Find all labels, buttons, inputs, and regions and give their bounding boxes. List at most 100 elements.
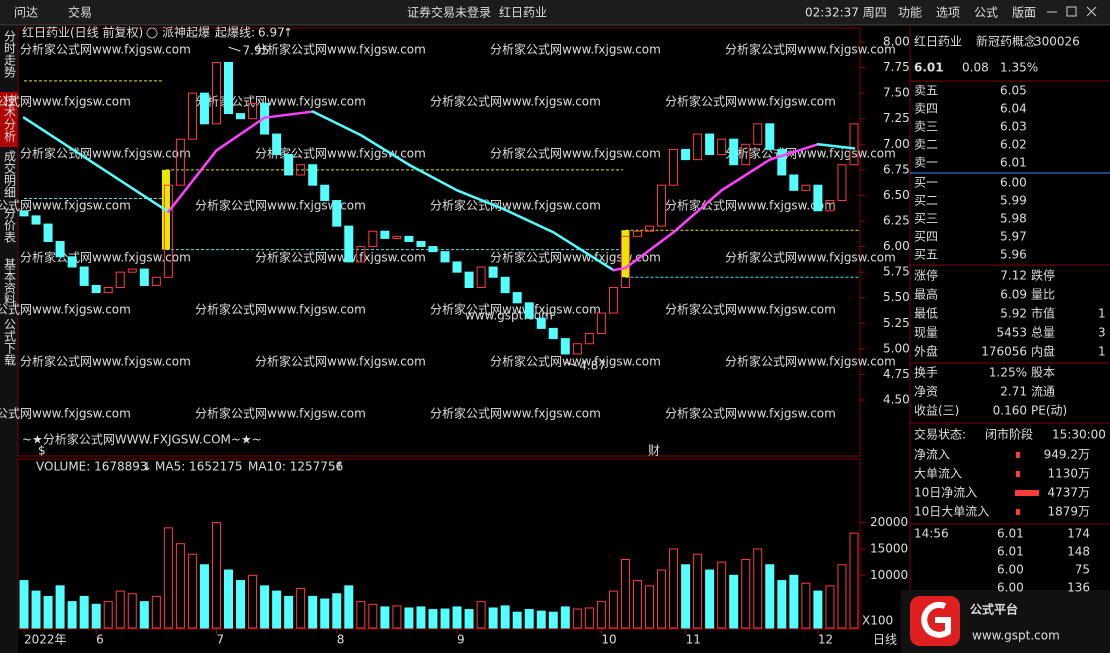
side-tab[interactable]: 分价表 [3,207,17,243]
menu-item[interactable]: 选项 [936,6,960,20]
volume-bar [356,601,366,629]
book-price: 6.03 [1000,120,1027,134]
volume-bar [332,593,342,629]
y-tick-label: 4.75 [883,367,910,381]
stat-label: 涨停 [914,268,938,283]
volume-bar [765,564,775,629]
candle [380,230,390,239]
volume-bar [428,609,438,629]
candle [596,312,606,335]
x-tick-label: 9 [457,633,465,647]
volume-bar [560,606,570,629]
stat-value: 2.71 [1000,385,1027,399]
volume-bar [320,598,330,629]
side-tab[interactable]: 基本资料 [3,258,17,306]
change: 0.08 [962,61,989,75]
logo-title: 公式平台 [970,602,1018,617]
flow-bar [1016,471,1020,477]
book-label: 买一 [914,176,938,190]
flow-value: 1130万 [1047,467,1090,481]
candle [813,184,823,212]
candle [548,327,558,340]
close[interactable] [1086,6,1097,17]
volume-bar [837,564,847,629]
side-tab[interactable]: 成交明细 [3,150,17,198]
candle [789,174,799,191]
volume-bar [236,580,246,629]
stat-label: 市值 [1031,306,1055,321]
candle [560,338,570,355]
tick-time: 14:56 [914,527,949,541]
x-tick-label: 10 [601,633,616,647]
book-label: 卖二 [914,138,938,152]
candle [825,200,835,212]
side-tab[interactable]: 技术分析 [3,94,17,143]
book-price: 5.97 [1000,230,1027,244]
candle [199,92,209,125]
stat-value: 6.09 [1000,288,1027,302]
candle [500,276,510,294]
window-controls[interactable] [1047,6,1097,17]
volume-bar [368,603,378,629]
candle [741,143,751,166]
candle [31,215,41,225]
menu-item[interactable]: 功能 [898,6,922,20]
watermark: 分析家公式网www.fxjgsw.com [0,302,131,317]
stat-label: 外盘 [914,344,938,359]
volume-bar [669,548,679,629]
flow-label: 10日大单流入 [914,505,989,519]
side-tab[interactable]: 公式下载 [3,318,17,367]
stat-value: 5.92 [1000,307,1027,321]
menu-item[interactable]: 公式 [974,6,998,20]
volume-bar [55,585,65,629]
volume-bar [404,607,414,629]
candle [236,113,246,120]
volume-bar [296,587,306,629]
volume-bar [789,574,799,629]
stat-label: 流通 [1031,385,1055,399]
candle [19,210,29,217]
flow-label: 大单流入 [914,467,962,481]
ma-line [816,143,856,150]
volume-bar [548,611,558,629]
volume-bar [211,522,221,629]
watermark: 分析家公式网www.fxjgsw.com [665,198,836,213]
y-tick-label: 5.25 [883,316,910,330]
menu-item[interactable]: 版面 [1012,6,1036,20]
arrow: ↓ [142,460,152,474]
volume-bar [163,527,173,629]
candle [452,261,462,273]
candle [272,133,282,156]
book-label: 卖四 [914,102,938,116]
book-price: 5.96 [1000,248,1027,262]
arrow: ↑ [334,460,344,474]
volume-bar [31,590,41,629]
flow-label: 净流入 [914,448,950,462]
maximize[interactable] [1066,6,1077,17]
watermark: 分析家公式网www.fxjgsw.com [490,146,661,161]
candle [187,92,197,140]
volume-bar [139,601,149,629]
watermark: 分析家公式网www.fxjgsw.com [255,354,426,369]
side-tab[interactable]: 分时走势 [3,30,17,78]
volume-bar [151,595,161,629]
watermark: 分析家公式网www.fxjgsw.com [665,406,836,421]
status-label: 交易状态: [914,427,966,442]
menu-item[interactable]: 交易 [68,5,92,20]
volume-bar [608,590,618,629]
stat-value: 3 [1098,326,1106,340]
candle [139,268,149,286]
signal-bar [621,230,630,278]
candle [632,230,642,237]
candle [428,246,438,253]
annotation-arrow [228,46,241,52]
volume-bar [440,608,450,629]
volume-bar [43,595,53,629]
volume-bar [416,606,426,629]
menu-item[interactable]: 问达 [14,6,38,20]
indicator-name: 派神起爆 [162,26,210,40]
candle [729,138,739,166]
candle [464,271,474,288]
candle [356,246,366,263]
